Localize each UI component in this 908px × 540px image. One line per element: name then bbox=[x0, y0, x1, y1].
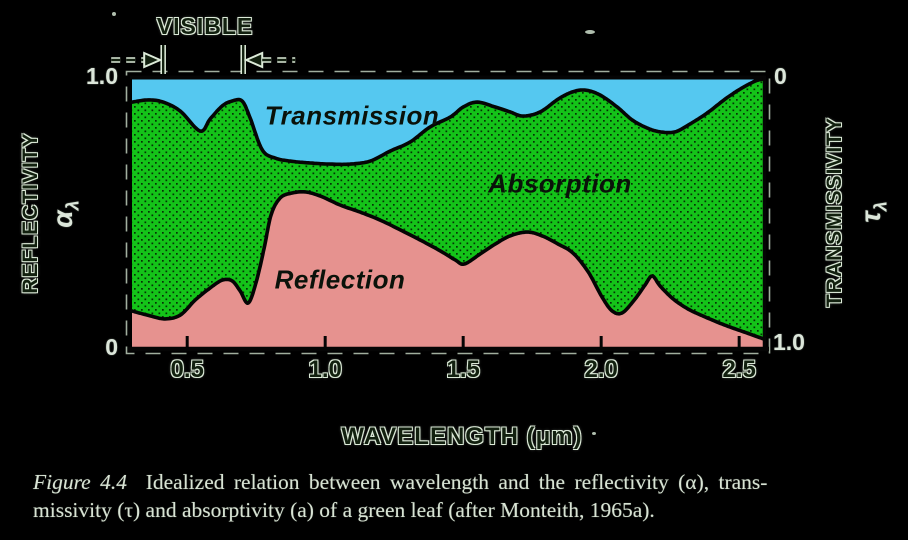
caption-line-1-text: Idealized relation between wavelength an… bbox=[145, 470, 768, 494]
right-axis-symbol: τλ bbox=[855, 177, 891, 247]
arrowhead-right-icon bbox=[143, 51, 163, 69]
x-tick-label: 0.5 bbox=[170, 356, 204, 383]
transmission-area bbox=[132, 77, 764, 165]
arrowhead-left-icon bbox=[243, 51, 264, 69]
left-axis-symbol: αλ bbox=[47, 179, 83, 249]
x-tick-label: 2.0 bbox=[584, 356, 618, 383]
lambda-subscript: λ bbox=[870, 201, 891, 212]
right-axis-title: TRANSMISSIVITY bbox=[823, 116, 846, 308]
caption-figure-label: Figure 4.4 bbox=[33, 470, 127, 494]
x-tick-label: 2.5 bbox=[722, 356, 756, 383]
visible-range-left-arrow bbox=[111, 45, 166, 74]
scan-artifact-speck bbox=[585, 30, 595, 34]
transmission-region-label: Transmission bbox=[264, 100, 440, 131]
reflection-region-label: Reflection bbox=[274, 264, 406, 295]
x-tick-label: 1.0 bbox=[308, 356, 342, 383]
reflection-area bbox=[132, 191, 764, 350]
tau-symbol: τ bbox=[855, 211, 886, 223]
caption-line-2: missivity (τ) and absorptivity (a) of a … bbox=[33, 497, 655, 522]
visible-range-right-arrow bbox=[240, 45, 296, 74]
plot-border-scan-fringe bbox=[125, 70, 771, 355]
scan-artifact-speck bbox=[592, 432, 596, 435]
left-axis-top-value: 1.0 bbox=[86, 63, 118, 89]
left-axis-bottom-value: 0 bbox=[105, 334, 118, 360]
lambda-subscript: λ bbox=[62, 200, 83, 211]
x-tick-label: 1.5 bbox=[446, 356, 480, 383]
absorption-area bbox=[132, 78, 764, 340]
absorption-region-label: Absorption bbox=[488, 168, 632, 199]
right-axis-top-value: 0 bbox=[774, 63, 787, 89]
scan-artifact-speck bbox=[112, 12, 116, 16]
x-axis-title: WAVELENGTH (μm) bbox=[341, 423, 583, 450]
alpha-symbol: α bbox=[47, 210, 78, 228]
reflectivity-curve bbox=[130, 190, 766, 341]
caption-line-1: Figure 4.4 Idealized relation between wa… bbox=[33, 469, 883, 497]
right-axis-bottom-value: 1.0 bbox=[773, 329, 805, 355]
left-axis-title: REFLECTIVITY bbox=[19, 132, 42, 294]
visible-band-label: VISIBLE bbox=[156, 13, 254, 39]
transmissivity-curve bbox=[130, 77, 766, 167]
x-tick-marks bbox=[185, 336, 741, 348]
figure-caption: Figure 4.4 Idealized relation between wa… bbox=[33, 469, 883, 525]
